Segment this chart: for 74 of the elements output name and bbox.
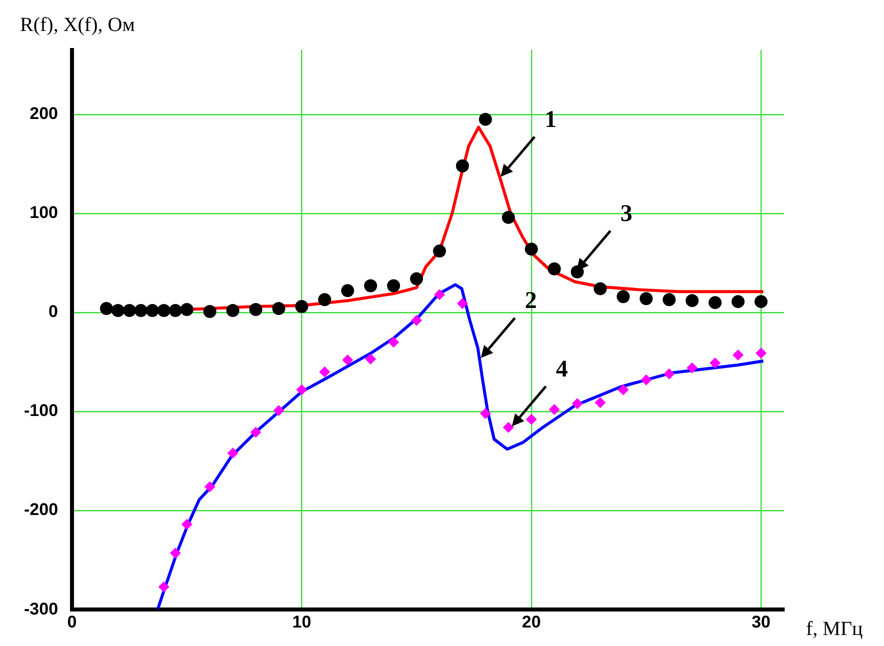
point	[432, 244, 446, 258]
point	[180, 302, 194, 316]
point	[226, 304, 240, 317]
y-tick-label: 200	[30, 104, 58, 124]
point	[204, 481, 216, 492]
x-tick-label: 0	[67, 612, 77, 632]
point	[640, 292, 653, 306]
point	[388, 336, 400, 348]
point	[708, 296, 722, 310]
point	[456, 159, 469, 172]
point	[662, 293, 676, 306]
point	[710, 357, 721, 368]
x-tick-label: 30	[752, 612, 770, 632]
point	[478, 112, 492, 126]
point	[122, 304, 136, 317]
point	[146, 304, 159, 317]
point	[410, 272, 424, 286]
point	[526, 414, 537, 425]
point	[387, 279, 400, 292]
point	[548, 262, 561, 276]
y-tick-label: 0	[48, 302, 58, 322]
point	[341, 284, 354, 298]
point	[295, 300, 308, 314]
point	[434, 289, 445, 300]
point	[616, 290, 630, 304]
point	[480, 408, 491, 419]
point	[754, 295, 768, 308]
point	[732, 350, 744, 361]
point	[548, 404, 560, 416]
annotation: 4	[556, 356, 568, 383]
point	[170, 548, 181, 559]
point	[158, 581, 170, 592]
point	[272, 302, 286, 316]
point	[168, 304, 182, 317]
point	[365, 354, 376, 365]
point	[203, 304, 216, 318]
x-axis-title: f, МГц	[806, 618, 863, 641]
point	[364, 279, 378, 292]
point	[686, 362, 698, 374]
point	[181, 518, 192, 530]
point	[618, 384, 629, 396]
point	[318, 293, 332, 306]
point	[686, 294, 699, 308]
point	[640, 374, 652, 386]
point	[572, 398, 583, 410]
point	[502, 422, 514, 433]
point	[319, 366, 330, 378]
y-tick-label: -300	[24, 599, 58, 618]
point	[227, 448, 238, 459]
point	[100, 302, 113, 316]
y-tick-label: 100	[30, 203, 58, 222]
point	[732, 295, 745, 308]
point	[664, 368, 675, 380]
point	[411, 314, 422, 326]
point	[594, 282, 607, 296]
point	[456, 298, 468, 310]
y-axis-title: R(f), X(f), Ом	[20, 14, 135, 37]
point	[524, 242, 538, 256]
annotation: 1	[544, 106, 557, 133]
point	[756, 348, 767, 359]
point	[296, 384, 308, 396]
point	[111, 304, 124, 317]
x-tick-label: 10	[292, 612, 312, 632]
point	[250, 426, 262, 438]
point	[273, 405, 284, 416]
point	[157, 304, 170, 317]
y-tick-label: -200	[24, 500, 58, 520]
point	[249, 302, 262, 316]
point	[502, 210, 515, 224]
x-tick-label: 20	[522, 612, 541, 632]
y-tick-label: -100	[24, 401, 58, 420]
point	[342, 354, 354, 366]
point	[594, 397, 606, 408]
point	[134, 304, 148, 317]
